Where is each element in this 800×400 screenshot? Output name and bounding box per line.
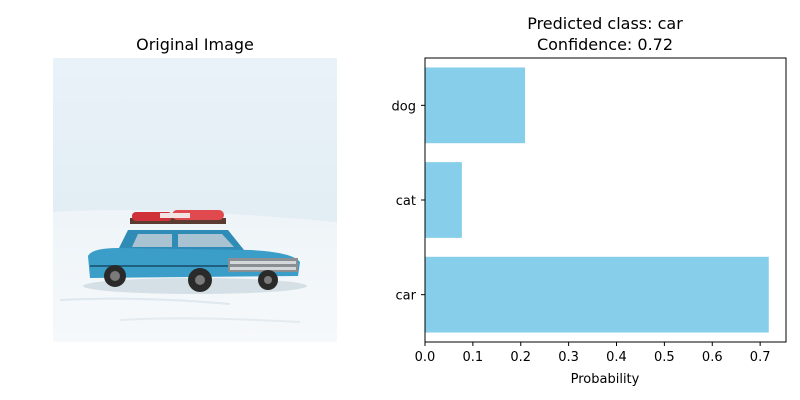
x-tick-label: 0.6 xyxy=(702,350,723,365)
x-tick-label: 0.5 xyxy=(654,350,675,365)
y-tick-label-cat: cat xyxy=(396,194,416,209)
bars-group xyxy=(425,67,769,333)
y-axis-ticks: car cat dog xyxy=(392,99,425,304)
bar-cat xyxy=(425,162,462,238)
x-tick-label: 0.7 xyxy=(750,350,771,365)
bar-dog xyxy=(425,67,526,144)
photo-car xyxy=(88,210,300,292)
x-axis-label: Probability xyxy=(571,372,640,387)
x-tick-label: 0.2 xyxy=(510,350,531,365)
x-tick-label: 0.1 xyxy=(463,350,484,365)
original-image xyxy=(53,58,337,342)
original-image-title: Original Image xyxy=(136,35,254,54)
chart-subtitle: Confidence: 0.72 xyxy=(537,35,673,54)
x-tick-label: 0.3 xyxy=(558,350,579,365)
y-tick-label-dog: dog xyxy=(392,99,416,114)
chart-title: Predicted class: car xyxy=(527,14,683,33)
y-tick-label-car: car xyxy=(396,289,417,304)
x-axis-ticks: 0.0 0.1 0.2 0.3 0.4 0.5 0.6 0.7 xyxy=(415,342,771,365)
plot-frame xyxy=(424,57,787,343)
x-tick-label: 0.4 xyxy=(606,350,627,365)
bar-car xyxy=(425,256,769,333)
x-tick-label: 0.0 xyxy=(415,350,436,365)
original-image-panel: Original Image xyxy=(53,35,337,342)
